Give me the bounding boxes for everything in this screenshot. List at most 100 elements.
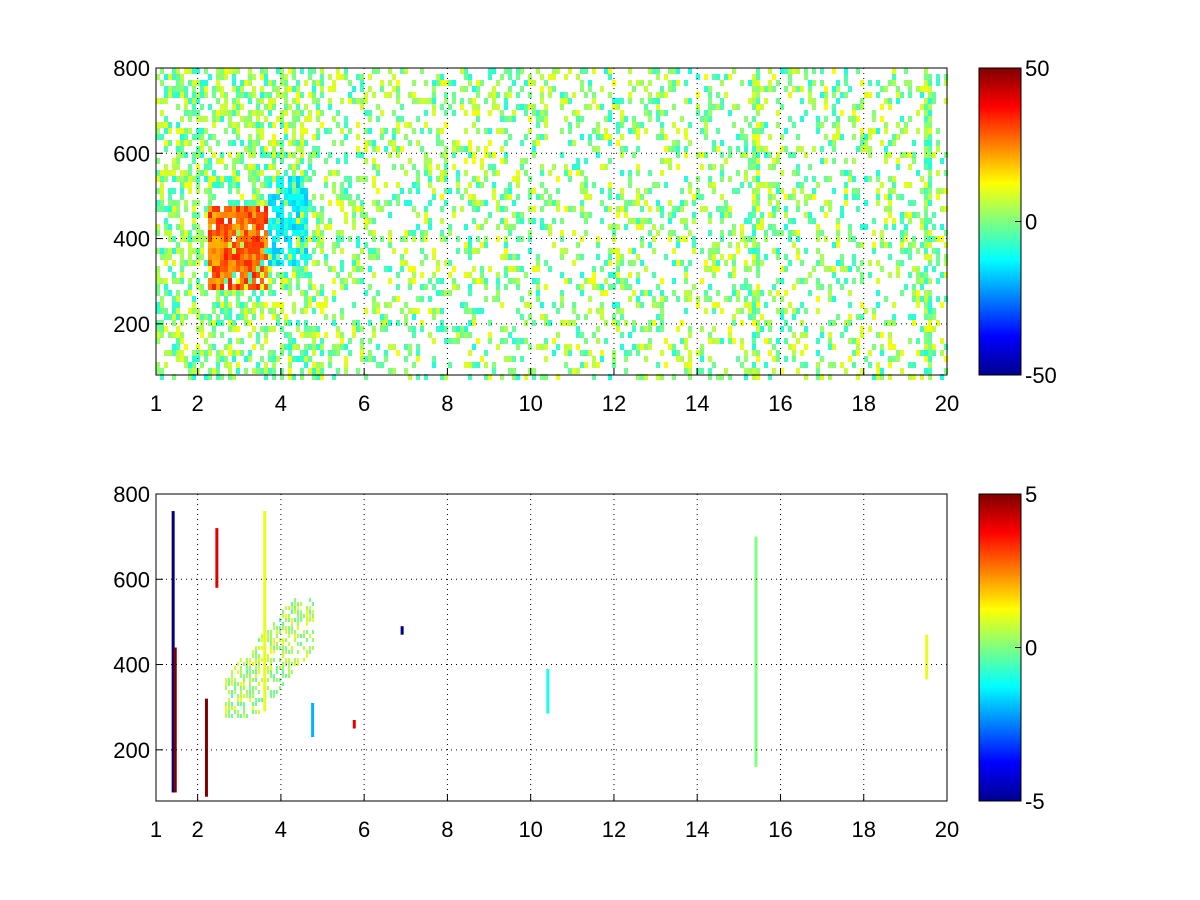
heatmap-cell bbox=[808, 80, 812, 86]
heatmap-cell bbox=[708, 98, 712, 104]
heatmap-cell bbox=[352, 206, 356, 212]
heatmap-cell bbox=[548, 92, 552, 98]
heatmap-cell bbox=[884, 98, 888, 104]
heatmap-cell bbox=[620, 194, 624, 200]
heatmap-cell bbox=[176, 164, 180, 170]
heatmap-cell bbox=[279, 638, 281, 642]
heatmap-cell bbox=[192, 260, 196, 266]
heatmap-cell bbox=[892, 74, 896, 80]
heatmap-cell bbox=[628, 182, 632, 188]
heatmap-cell bbox=[180, 170, 184, 176]
heatmap-cell bbox=[320, 338, 324, 344]
heatmap-cell bbox=[476, 116, 480, 122]
heatmap-cell bbox=[285, 674, 287, 678]
heatmap-cell bbox=[908, 116, 912, 122]
heatmap-cell bbox=[668, 236, 672, 242]
heatmap-cell bbox=[500, 194, 504, 200]
heatmap-cell bbox=[244, 254, 248, 260]
heatmap-cell bbox=[432, 356, 436, 362]
heatmap-cell bbox=[724, 260, 728, 266]
heatmap-cell bbox=[368, 254, 372, 260]
heatmap-cell bbox=[228, 116, 232, 122]
heatmap-cell bbox=[225, 686, 227, 690]
heatmap-cell bbox=[588, 296, 592, 302]
heatmap-cell bbox=[744, 350, 748, 356]
heatmap-cell bbox=[184, 260, 188, 266]
heatmap-cell bbox=[188, 188, 192, 194]
heatmap-cell bbox=[656, 116, 660, 122]
heatmap-cell bbox=[828, 290, 832, 296]
heatmap-cell bbox=[200, 86, 204, 92]
heatmap-cell bbox=[432, 284, 436, 290]
heatmap-cell bbox=[196, 314, 200, 320]
heatmap-cell bbox=[256, 116, 260, 122]
heatmap-cell bbox=[296, 272, 300, 278]
heatmap-cell bbox=[249, 658, 251, 662]
heatmap-cell bbox=[280, 344, 284, 350]
heatmap-cell bbox=[736, 308, 740, 314]
heatmap-cell bbox=[684, 272, 688, 278]
heatmap-cell bbox=[356, 260, 360, 266]
heatmap-cell bbox=[672, 212, 676, 218]
heatmap-cell bbox=[285, 638, 287, 642]
heatmap-cell bbox=[776, 248, 780, 254]
heatmap-cell bbox=[285, 614, 287, 618]
heatmap-cell bbox=[303, 614, 305, 618]
heatmap-cell bbox=[724, 92, 728, 98]
heatmap-cell bbox=[282, 674, 284, 678]
heatmap-cell bbox=[648, 68, 652, 74]
heatmap-cell bbox=[368, 218, 372, 224]
heatmap-cell bbox=[752, 116, 756, 122]
heatmap-cell bbox=[188, 170, 192, 176]
heatmap-cell bbox=[672, 278, 676, 284]
heatmap-cell bbox=[332, 182, 336, 188]
heatmap-cell bbox=[804, 374, 808, 380]
heatmap-cell bbox=[872, 344, 876, 350]
heatmap-cell bbox=[276, 188, 280, 194]
heatmap-cell bbox=[428, 176, 432, 182]
heatmap-cell bbox=[688, 374, 692, 380]
heatmap-cell bbox=[848, 356, 852, 362]
heatmap-cell bbox=[464, 110, 468, 116]
heatmap-cell bbox=[248, 122, 252, 128]
heatmap-cell bbox=[800, 86, 804, 92]
heatmap-cell bbox=[388, 212, 392, 218]
heatmap-cell bbox=[524, 320, 528, 326]
heatmap-cell bbox=[616, 278, 620, 284]
heatmap-cell bbox=[188, 290, 192, 296]
heatmap-cell bbox=[282, 638, 284, 642]
heatmap-cell bbox=[436, 140, 440, 146]
heatmap-cell bbox=[208, 224, 212, 230]
x-tick-label: 14 bbox=[685, 391, 709, 416]
heatmap-cell bbox=[856, 68, 860, 74]
heatmap-cell bbox=[396, 92, 400, 98]
heatmap-cell bbox=[304, 116, 308, 122]
heatmap-cell bbox=[708, 164, 712, 170]
heatmap-cell bbox=[636, 122, 640, 128]
heatmap-cell bbox=[576, 314, 580, 320]
heatmap-cell bbox=[348, 176, 352, 182]
heatmap-cell bbox=[916, 170, 920, 176]
heatmap-cell bbox=[944, 170, 948, 176]
heatmap-cell bbox=[684, 362, 688, 368]
heatmap-cell bbox=[616, 254, 620, 260]
heatmap-cell bbox=[844, 320, 848, 326]
heatmap-cell bbox=[268, 164, 272, 170]
heatmap-cell bbox=[620, 110, 624, 116]
heatmap-cell bbox=[412, 128, 416, 134]
heatmap-cell bbox=[456, 146, 460, 152]
heatmap-cell bbox=[234, 678, 236, 682]
heatmap-cell bbox=[520, 140, 524, 146]
heatmap-cell bbox=[696, 74, 700, 80]
heatmap-cell bbox=[920, 278, 924, 284]
heatmap-cell bbox=[228, 212, 232, 218]
heatmap-cell bbox=[340, 248, 344, 254]
heatmap-cell bbox=[636, 278, 640, 284]
heatmap-cell bbox=[508, 368, 512, 374]
heatmap-cell bbox=[252, 254, 256, 260]
heatmap-cell bbox=[248, 92, 252, 98]
heatmap-cell bbox=[916, 86, 920, 92]
heatmap-cell bbox=[255, 686, 257, 690]
heatmap-cell bbox=[704, 74, 708, 80]
heatmap-cell bbox=[264, 80, 268, 86]
